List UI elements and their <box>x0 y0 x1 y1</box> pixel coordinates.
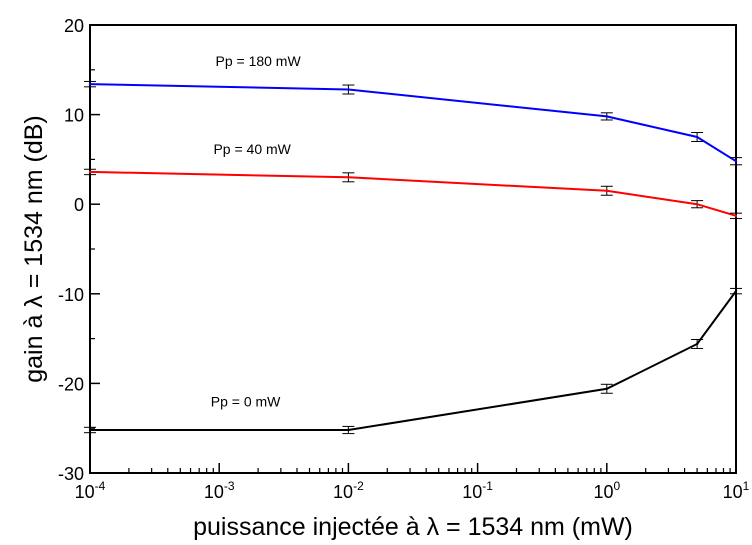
series-label: Pp = 0 mW <box>211 394 281 410</box>
data-point <box>606 190 608 192</box>
series-2: Pp = 0 mW <box>84 288 742 433</box>
x-tick-label: 10-1 <box>462 479 493 502</box>
x-tick-label: 10-2 <box>333 479 364 502</box>
y-tick-label: -30 <box>58 464 84 484</box>
plot-frame <box>90 25 736 473</box>
data-point <box>347 88 349 90</box>
data-point <box>89 429 91 431</box>
y-tick-label: -20 <box>58 374 84 394</box>
data-point <box>347 176 349 178</box>
data-point <box>735 160 737 162</box>
data-point <box>606 388 608 390</box>
series-layer: Pp = 180 mW Pp = 40 mW Pp = 0 mW <box>84 53 742 433</box>
series-line <box>90 291 736 430</box>
x-axis-label: puissance injectée à λ = 1534 nm (mW) <box>193 513 633 541</box>
data-point <box>735 290 737 292</box>
series-line <box>90 84 736 161</box>
data-point <box>696 136 698 138</box>
series-0: Pp = 180 mW <box>84 53 742 165</box>
data-point <box>347 429 349 431</box>
data-point <box>735 215 737 217</box>
y-tick-label: 10 <box>64 106 84 126</box>
y-tick-label: 0 <box>74 195 84 215</box>
data-point <box>606 115 608 117</box>
data-point <box>696 203 698 205</box>
series-line <box>90 172 736 216</box>
y-tick-label: -10 <box>58 285 84 305</box>
y-tick-label: 20 <box>64 16 84 36</box>
series-label: Pp = 40 mW <box>213 141 291 157</box>
x-tick-label: 10-3 <box>204 479 235 502</box>
series-label: Pp = 180 mW <box>215 53 301 69</box>
x-axis-ticks: 10-4 10-3 10-2 10-1 100 101 <box>75 463 750 502</box>
series-1: Pp = 40 mW <box>84 141 742 219</box>
data-point <box>696 343 698 345</box>
data-point <box>89 83 91 85</box>
y-axis-ticks: -30 -20 -10 0 10 20 <box>58 16 100 484</box>
y-axis-label: gain à λ = 1534 nm (dB) <box>20 115 48 383</box>
x-tick-label: 101 <box>723 479 750 502</box>
x-tick-label: 100 <box>593 479 620 502</box>
data-point <box>89 171 91 173</box>
